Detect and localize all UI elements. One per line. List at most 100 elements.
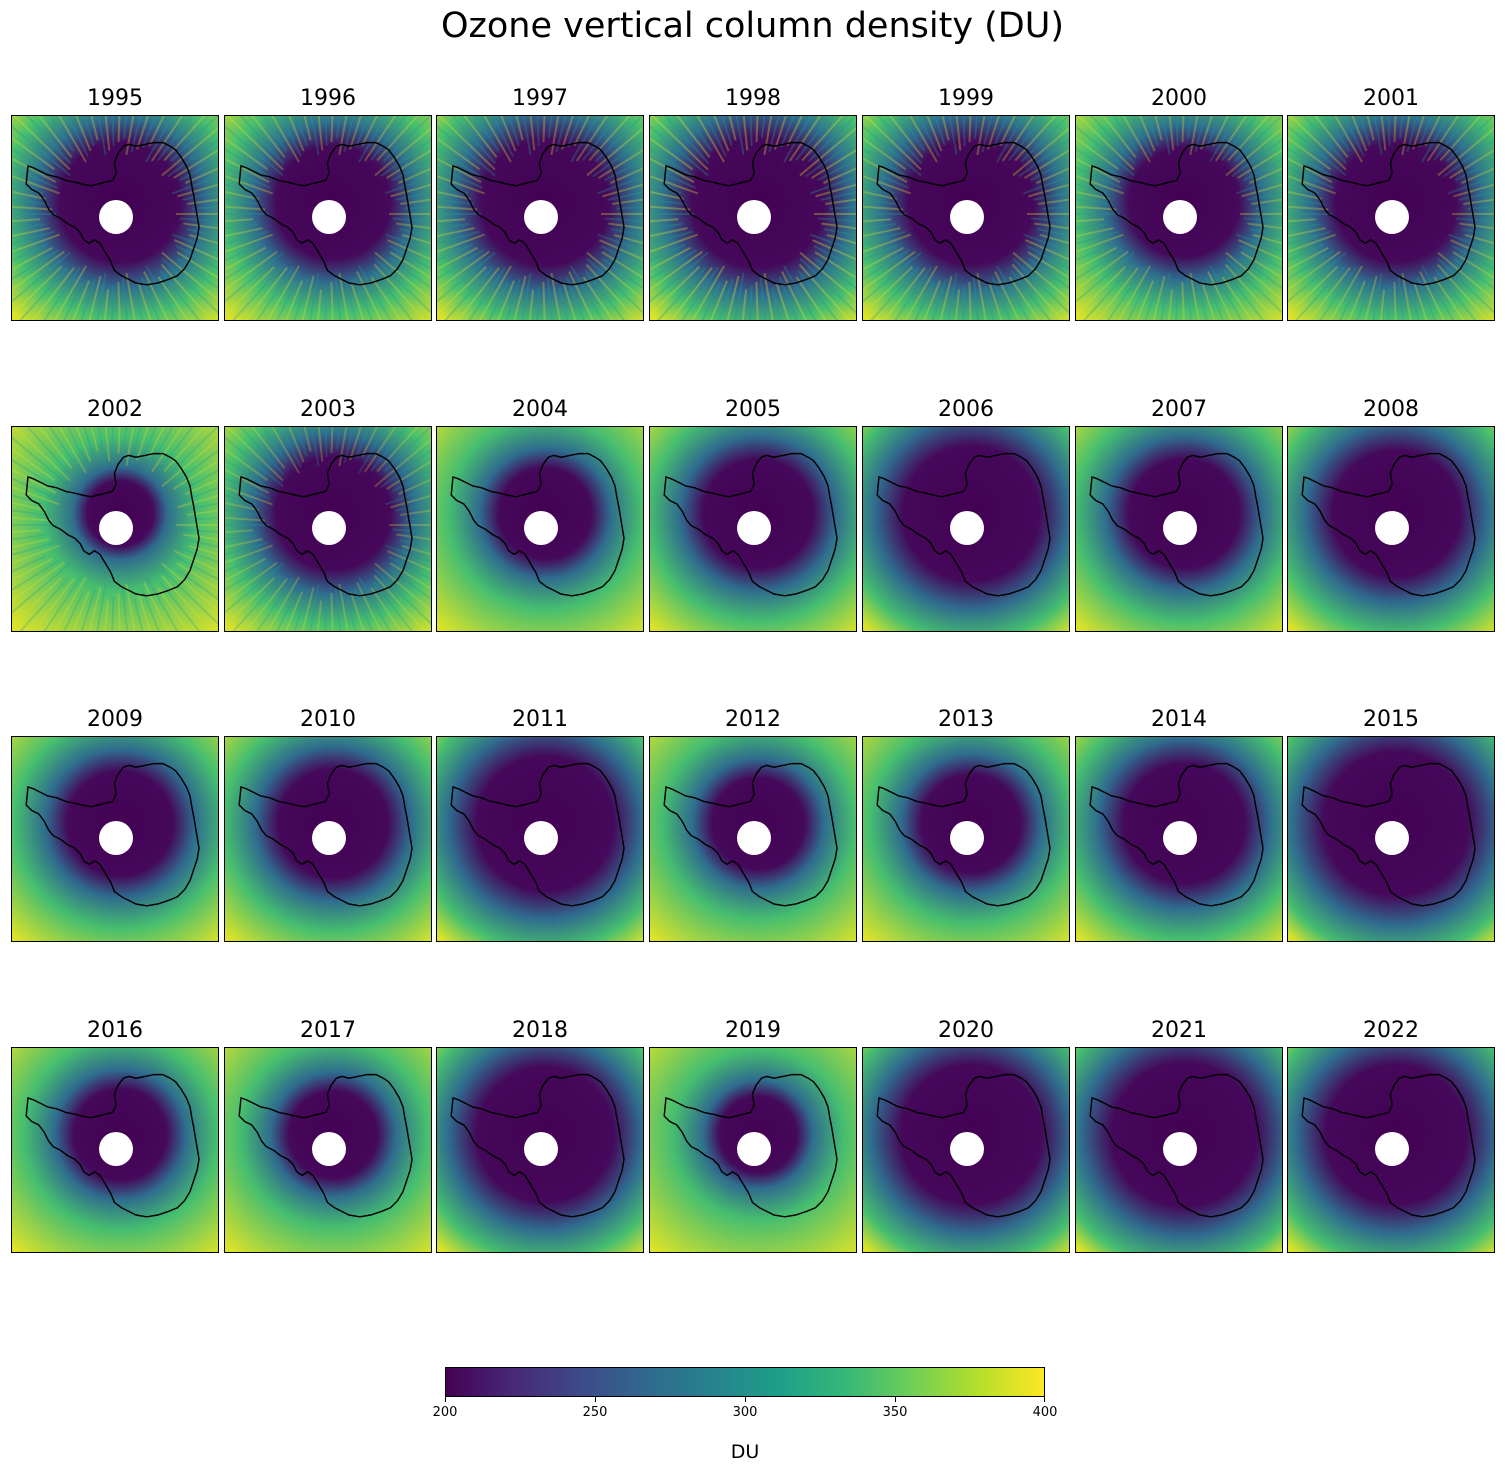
retrieval-streak <box>271 427 300 474</box>
retrieval-streak <box>380 449 431 489</box>
retrieval-streak <box>161 562 218 612</box>
retrieval-streak <box>781 271 807 320</box>
retrieval-streak <box>1393 281 1397 320</box>
retrieval-streak <box>280 116 302 157</box>
retrieval-streak <box>1239 245 1282 270</box>
retrieval-streak <box>1401 116 1411 156</box>
retrieval-streak <box>385 175 431 195</box>
retrieval-streak <box>140 276 160 320</box>
retrieval-streak <box>863 157 908 183</box>
panel-title-1996: 1996 <box>300 86 356 111</box>
retrieval-streak <box>1418 116 1433 148</box>
retrieval-streak <box>173 460 218 490</box>
retrieval-streak <box>161 438 218 488</box>
retrieval-streak <box>1076 218 1105 223</box>
retrieval-streak <box>12 561 65 602</box>
retrieval-streak <box>741 289 748 320</box>
retrieval-streak <box>582 116 619 162</box>
retrieval-streak <box>48 427 75 463</box>
retrieval-streak <box>63 281 84 320</box>
retrieval-streak <box>276 592 297 631</box>
retrieval-streak <box>150 116 184 162</box>
ozone-map-2008 <box>1288 427 1494 631</box>
retrieval-streak <box>1144 278 1160 320</box>
map-panel-2006 <box>862 426 1070 632</box>
ozone-map-2015 <box>1288 737 1494 941</box>
retrieval-streak <box>137 593 152 631</box>
retrieval-streak <box>225 233 273 253</box>
map-panel-2011 <box>436 736 644 942</box>
retrieval-streak <box>1076 198 1113 206</box>
retrieval-streak <box>188 544 218 556</box>
polar-no-data-circle <box>524 1132 558 1166</box>
retrieval-streak <box>1288 198 1325 206</box>
retrieval-streak <box>191 205 218 210</box>
retrieval-streak <box>870 266 920 320</box>
retrieval-streak <box>83 427 95 457</box>
ozone-map-2005 <box>650 427 856 631</box>
retrieval-streak <box>555 116 567 153</box>
retrieval-streak <box>157 116 194 162</box>
retrieval-streak <box>1152 275 1166 320</box>
retrieval-streak <box>1076 223 1109 230</box>
antarctica-coastline <box>25 762 200 907</box>
retrieval-streak <box>934 116 946 146</box>
ozone-map-2004 <box>437 427 643 631</box>
retrieval-streak <box>437 205 478 211</box>
retrieval-streak <box>735 116 745 156</box>
retrieval-streak <box>356 582 382 631</box>
retrieval-streak <box>176 257 218 290</box>
retrieval-streak <box>1076 233 1124 253</box>
retrieval-streak <box>12 557 53 582</box>
map-panel-2008 <box>1287 426 1495 632</box>
retrieval-streak <box>288 116 305 152</box>
retrieval-streak <box>185 478 218 496</box>
retrieval-streak <box>1027 257 1069 290</box>
retrieval-streak <box>650 230 693 245</box>
retrieval-streak <box>75 427 92 463</box>
retrieval-streak <box>542 116 546 143</box>
retrieval-streak <box>651 116 709 171</box>
map-panel-2010 <box>224 736 432 942</box>
retrieval-streak <box>176 568 218 601</box>
retrieval-streak <box>385 544 431 564</box>
retrieval-streak <box>774 116 787 150</box>
colorbar <box>445 1367 1045 1397</box>
retrieval-streak <box>1012 251 1069 301</box>
antarctica-coastline <box>450 1073 625 1218</box>
retrieval-streak <box>1343 116 1365 157</box>
retrieval-streak <box>145 116 174 163</box>
retrieval-streak <box>863 243 898 262</box>
retrieval-streak <box>225 166 271 189</box>
retrieval-streak <box>1197 287 1208 320</box>
retrieval-streak <box>1433 276 1465 320</box>
retrieval-streak <box>97 116 107 156</box>
polar-no-data-circle <box>1375 200 1409 234</box>
retrieval-streak <box>373 574 426 631</box>
retrieval-streak <box>1314 116 1349 158</box>
retrieval-streak <box>780 116 795 148</box>
retrieval-streak <box>1186 116 1192 139</box>
retrieval-streak <box>188 233 218 245</box>
retrieval-streak <box>117 427 121 454</box>
retrieval-streak <box>1467 205 1494 210</box>
ozone-map-1996 <box>225 116 431 320</box>
retrieval-streak <box>353 276 373 320</box>
retrieval-streak <box>1020 116 1069 162</box>
retrieval-streak <box>1339 281 1360 320</box>
retrieval-streak <box>825 198 856 205</box>
antarctica-coastline <box>876 141 1051 286</box>
polar-no-data-circle <box>1375 511 1409 545</box>
panel-title-2014: 2014 <box>1151 707 1207 732</box>
retrieval-streak <box>12 125 71 177</box>
polar-no-data-circle <box>1163 1132 1197 1166</box>
retrieval-streak <box>650 137 694 171</box>
retrieval-streak <box>616 205 643 210</box>
antarctica-coastline <box>876 1073 1051 1218</box>
retrieval-streak <box>1023 175 1069 195</box>
retrieval-streak <box>370 116 407 162</box>
ozone-map-2014 <box>1076 737 1282 941</box>
retrieval-streak <box>483 116 512 163</box>
retrieval-streak <box>1450 239 1494 261</box>
retrieval-streak <box>650 218 679 223</box>
